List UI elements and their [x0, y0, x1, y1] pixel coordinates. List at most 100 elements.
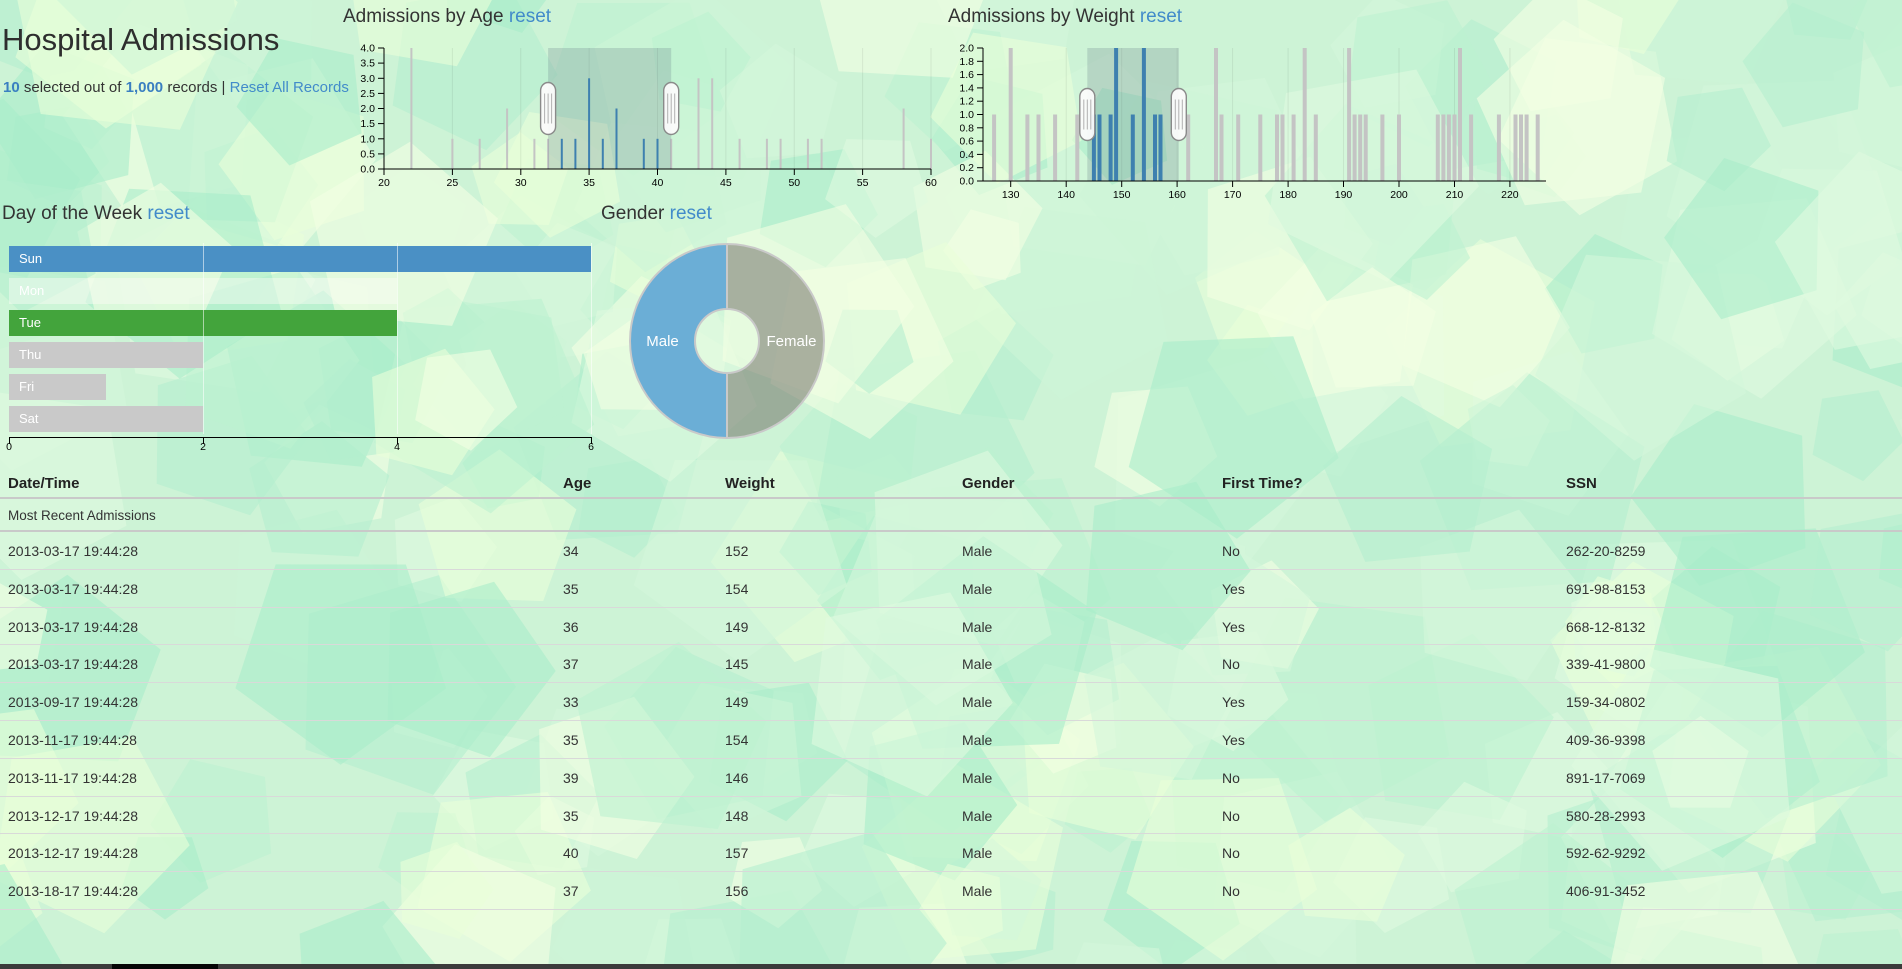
- selected-bar: [1130, 114, 1135, 181]
- selected-bar: [574, 138, 577, 170]
- deselected-bar: [1075, 114, 1080, 181]
- mosaic-tile: [236, 38, 362, 166]
- mosaic-tile: [576, 641, 767, 829]
- deselected-bar: [1397, 114, 1401, 181]
- deselected-bar: [1358, 114, 1363, 181]
- deselected-bar: [547, 138, 550, 170]
- mosaic-tile: [1126, 778, 1318, 961]
- mosaic-tile: [1571, 647, 1790, 871]
- y-tick-label: 0.6: [960, 136, 974, 148]
- table-cell: 36: [563, 618, 579, 635]
- brush-selection[interactable]: [548, 48, 672, 169]
- weight-chart-title-text: Admissions by Weight: [948, 6, 1135, 27]
- mosaic-tile: [415, 349, 518, 451]
- deselected-bar: [1435, 114, 1440, 181]
- deselected-bar: [1008, 48, 1013, 181]
- row-chart-gridline: [397, 243, 398, 434]
- table-cell: 691-98-8153: [1566, 580, 1646, 597]
- day-chart-reset-link[interactable]: reset: [147, 203, 190, 224]
- gender-chart-title-text: Gender: [601, 203, 665, 224]
- y-tick-label: 1.4: [960, 82, 974, 94]
- weight-chart-title: Admissions by Weight reset: [948, 6, 1182, 28]
- table-row: 2013-03-17 19:44:28 37 145 Male No 339-41-980…: [0, 645, 1902, 684]
- pie-slice-male[interactable]: [629, 242, 728, 440]
- deselected-bar: [1036, 114, 1041, 181]
- table-cell: Male: [962, 618, 993, 635]
- table-cell: 2013-11-17 19:44:28: [8, 731, 137, 748]
- deselected-bar: [533, 138, 536, 170]
- table-cell: 154: [725, 731, 749, 748]
- table-cell: 154: [725, 580, 749, 597]
- x-tick-label: 55: [857, 177, 869, 189]
- deselected-bar: [1363, 114, 1368, 181]
- mosaic-tile: [1268, 69, 1479, 282]
- table-cell: 2013-12-17 19:44:28: [8, 845, 138, 862]
- row-axis-tick-label: 0: [6, 441, 12, 453]
- deselected-bar: [1496, 114, 1501, 181]
- selected-text: selected out of: [23, 79, 122, 96]
- table-cell: 592-62-9292: [1566, 845, 1646, 862]
- table-row: 2013-03-17 19:44:28 34 152 Male No 262-20-825…: [0, 532, 1902, 570]
- brush-handle-left[interactable]: [1079, 87, 1096, 142]
- x-tick-label: 200: [1390, 189, 1408, 201]
- y-tick-label: 1.2: [960, 96, 974, 108]
- table-cell: 33: [563, 694, 579, 711]
- y-tick-label: 4.0: [360, 43, 375, 55]
- table-cell: 152: [725, 543, 749, 559]
- mosaic-tile: [1086, 481, 1251, 651]
- table-row: 2013-03-17 19:44:28 35 154 Male Yes 691-98-81…: [0, 570, 1902, 608]
- table-cell: Yes: [1222, 731, 1245, 748]
- day-of-week-row-chart: Sun Mon Tue Thu Fri Sat 0 2 4 6: [0, 243, 620, 458]
- day-chart-title-text: Day of the Week: [2, 203, 143, 224]
- day-row-label: Tue: [19, 315, 41, 330]
- page-title: Hospital Admissions: [2, 22, 280, 57]
- gender-chart-reset-link[interactable]: reset: [669, 203, 712, 224]
- mosaic-tile: [1419, 509, 1585, 681]
- deselected-bar: [992, 114, 997, 181]
- table-cell: 35: [563, 807, 579, 824]
- pie-slice-female[interactable]: [726, 242, 825, 440]
- brush-handle-right[interactable]: [663, 81, 680, 136]
- day-row-sun[interactable]: Sun: [9, 246, 591, 272]
- mosaic-tile: [1774, 151, 1902, 350]
- mosaic-tile: [819, 0, 984, 78]
- horizontal-scrollbar[interactable]: [0, 964, 1902, 969]
- weight-chart-reset-link[interactable]: reset: [1139, 6, 1183, 27]
- table-cell: Yes: [1222, 618, 1245, 635]
- row-chart-gridline: [203, 243, 204, 434]
- table-header-row: Date/Time Age Weight Gender First Time? …: [0, 462, 1902, 499]
- table-cell: No: [1222, 845, 1240, 862]
- deselected-bar: [1186, 114, 1191, 181]
- table-cell: Male: [962, 694, 993, 711]
- table-row: 2013-11-17 19:44:28 35 154 Male Yes 409-36-93…: [0, 721, 1902, 759]
- col-header-datetime: Date/Time: [8, 475, 80, 492]
- x-tick-label: 50: [788, 177, 800, 189]
- table-body: 2013-03-17 19:44:28 34 152 Male No 262-20-825…: [0, 532, 1902, 910]
- mosaic-tile: [930, 32, 1082, 184]
- admissions-table: Date/Time Age Weight Gender First Time? …: [0, 462, 1902, 910]
- deselected-bar: [1236, 114, 1241, 181]
- brush-selection[interactable]: [1087, 48, 1179, 181]
- deselected-bar: [1458, 48, 1462, 181]
- day-row-sat[interactable]: Sat: [9, 406, 203, 432]
- table-cell: 149: [725, 694, 749, 711]
- deselected-bar: [779, 138, 782, 170]
- day-row-label: Sun: [19, 251, 43, 266]
- day-row-fri[interactable]: Fri: [9, 374, 106, 400]
- brush-handle-left[interactable]: [539, 81, 557, 136]
- deselected-bar: [1446, 114, 1451, 181]
- reset-all-records-link[interactable]: Reset All Records: [229, 79, 349, 96]
- deselected-bar: [1441, 114, 1446, 181]
- selected-bar: [588, 78, 591, 170]
- age-chart-title-text: Admissions by Age: [343, 6, 504, 27]
- brush-handle-right[interactable]: [1170, 87, 1188, 142]
- table-cell: 35: [563, 580, 579, 597]
- y-tick-label: 1.0: [960, 109, 974, 121]
- table-cell: 2013-03-17 19:44:28: [8, 543, 138, 559]
- row-axis-tick: [591, 437, 592, 444]
- deselected-bar: [1280, 114, 1285, 181]
- day-row-thu[interactable]: Thu: [9, 342, 203, 368]
- pie-slice-label: Female: [766, 333, 816, 350]
- age-chart-reset-link[interactable]: reset: [508, 6, 552, 27]
- scrollbar-thumb[interactable]: [112, 964, 218, 969]
